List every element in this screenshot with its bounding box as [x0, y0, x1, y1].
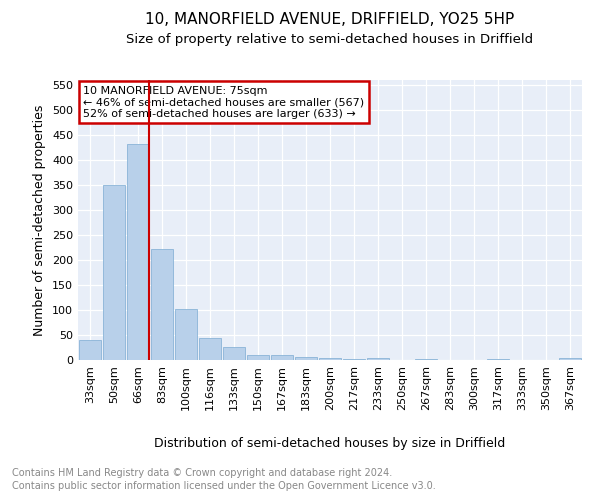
Text: Contains HM Land Registry data © Crown copyright and database right 2024.: Contains HM Land Registry data © Crown c…: [12, 468, 392, 477]
Bar: [223, 346, 245, 360]
Bar: [199, 338, 221, 360]
Bar: [295, 356, 317, 360]
Bar: [151, 249, 173, 360]
Bar: [487, 358, 509, 360]
Text: Size of property relative to semi-detached houses in Driffield: Size of property relative to semi-detach…: [127, 32, 533, 46]
Bar: [127, 144, 149, 360]
Bar: [415, 358, 437, 360]
Bar: [319, 358, 341, 360]
Text: 10, MANORFIELD AVENUE, DRIFFIELD, YO25 5HP: 10, MANORFIELD AVENUE, DRIFFIELD, YO25 5…: [145, 12, 515, 28]
Bar: [103, 185, 125, 360]
Bar: [367, 358, 389, 360]
Y-axis label: Number of semi-detached properties: Number of semi-detached properties: [34, 104, 46, 336]
Text: 10 MANORFIELD AVENUE: 75sqm
← 46% of semi-detached houses are smaller (567)
52% : 10 MANORFIELD AVENUE: 75sqm ← 46% of sem…: [83, 86, 364, 119]
Bar: [175, 309, 197, 360]
Bar: [343, 359, 365, 360]
Bar: [79, 340, 101, 360]
Bar: [559, 358, 581, 360]
Bar: [247, 355, 269, 360]
Text: Distribution of semi-detached houses by size in Driffield: Distribution of semi-detached houses by …: [154, 438, 506, 450]
Text: Contains public sector information licensed under the Open Government Licence v3: Contains public sector information licen…: [12, 481, 436, 491]
Bar: [271, 355, 293, 360]
